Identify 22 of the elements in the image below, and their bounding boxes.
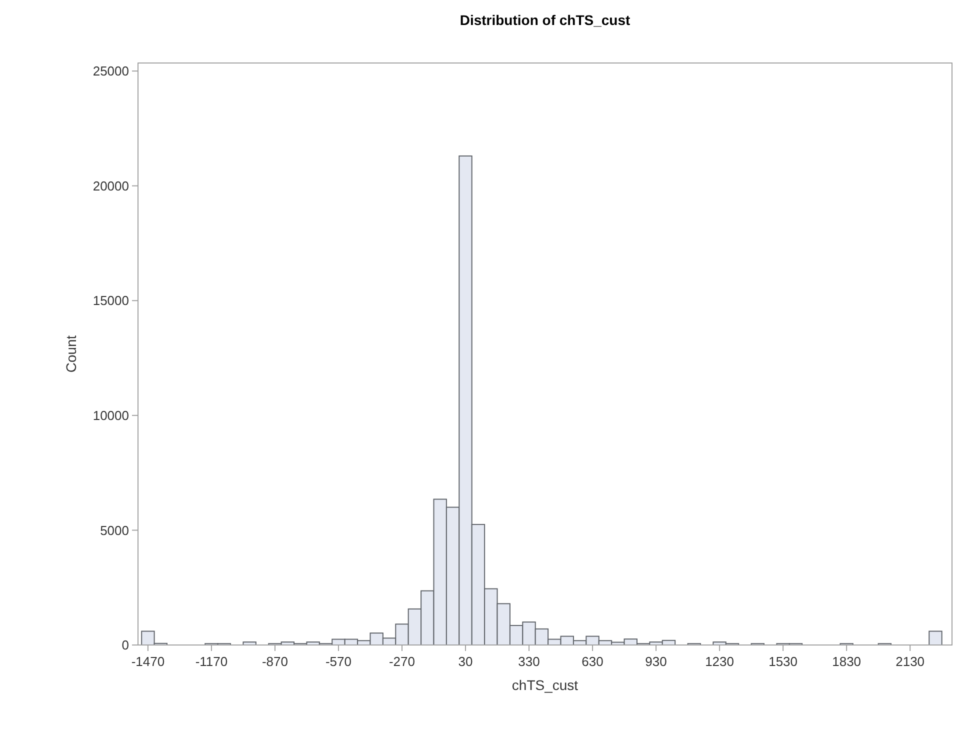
y-tick-label: 10000	[92, 408, 129, 423]
x-tick-label: -270	[388, 654, 416, 669]
x-tick-label: 1530	[768, 654, 798, 669]
y-tick-label: 20000	[92, 178, 129, 194]
x-tick-label: -870	[262, 654, 288, 669]
x-tick-label: 1230	[705, 654, 734, 669]
x-tick-label: 1830	[832, 654, 862, 669]
y-tick-label: 15000	[92, 293, 129, 308]
x-tick-label: -1470	[131, 654, 165, 669]
x-tick-label: 2130	[896, 654, 925, 669]
y-tick-label: 25000	[92, 64, 129, 79]
y-tick-label: 5000	[100, 522, 129, 538]
y-tick-label: 0	[122, 638, 129, 653]
x-tick-label: 330	[518, 654, 540, 669]
y-axis-title: Count	[63, 335, 79, 373]
x-tick-label: 30	[458, 654, 473, 669]
x-tick-label: -1170	[195, 654, 228, 669]
x-axis-title: chTS_cust	[512, 677, 578, 693]
chart-title: Distribution of chTS_cust	[460, 12, 631, 28]
x-tick-label: 630	[582, 654, 604, 669]
x-tick-label: -570	[325, 654, 352, 669]
x-tick-label: 930	[645, 654, 667, 669]
